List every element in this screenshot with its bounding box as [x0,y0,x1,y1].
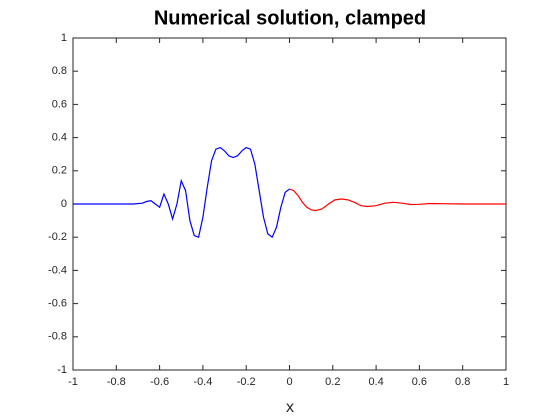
data-line [73,146,290,239]
y-tick-label: 0.8 [52,65,67,77]
x-tick-label: -0.8 [107,376,126,388]
x-tick-label: 0.6 [412,376,427,388]
y-tick-label: -0.4 [48,264,67,276]
y-tick-label: 1 [61,32,67,44]
y-tick-label: 0.2 [52,165,67,177]
x-tick-label: -0.6 [150,376,169,388]
x-tick-label: 0 [286,376,292,388]
y-tick-label: 0.4 [52,132,67,144]
y-tick-label: -0.8 [48,331,67,343]
x-tick-label: -1 [68,376,78,388]
data-line [289,188,506,212]
x-tick-label: 0.4 [368,376,383,388]
y-tick-label: -0.2 [48,231,67,243]
y-tick-label: 0 [61,198,67,210]
chart-title: Numerical solution, clamped [154,7,426,29]
x-tick-label: 0.2 [325,376,340,388]
x-tick-label: -0.2 [237,376,256,388]
x-tick-label: 0.8 [455,376,470,388]
x-tick-label: -0.4 [193,376,212,388]
y-tick-label: -0.6 [48,298,67,310]
y-tick-label: -1 [57,364,67,376]
y-tick-label: 0.6 [52,98,67,110]
x-axis-label: x [286,399,294,416]
x-tick-label: 1 [503,376,509,388]
